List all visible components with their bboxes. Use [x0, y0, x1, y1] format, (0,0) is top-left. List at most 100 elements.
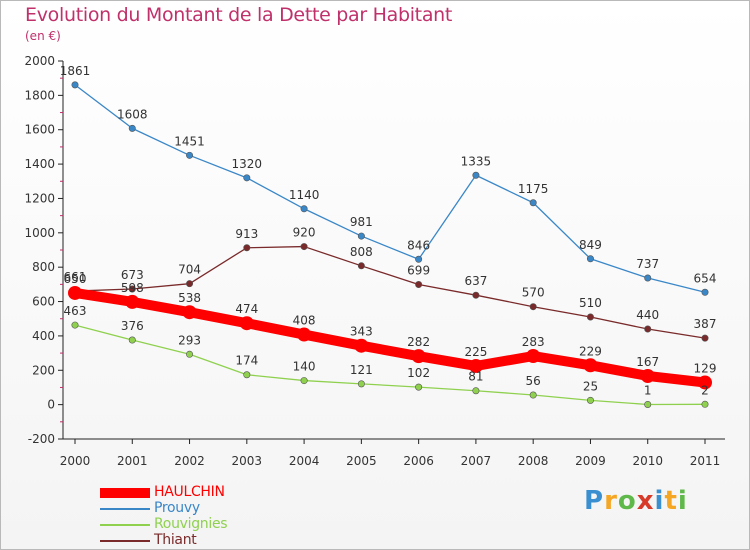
thiant-data-label: 920 — [293, 226, 316, 240]
rouvignies-point — [186, 350, 194, 358]
y-tick-label: 2000 — [24, 54, 55, 68]
haulchin-point — [411, 349, 426, 364]
y-tick-label: 1200 — [24, 191, 55, 205]
legend-label-thiant: Thiant — [154, 532, 197, 548]
thiant-point — [644, 325, 652, 333]
logo-letter: r — [604, 486, 618, 516]
thiant-point — [243, 244, 251, 252]
rouvignies-data-label: 102 — [407, 366, 430, 380]
rouvignies-point — [415, 383, 423, 391]
prouvy-data-label: 1335 — [461, 154, 492, 168]
y-tick-label: 800 — [32, 260, 55, 274]
x-tick-label: 2006 — [403, 454, 434, 468]
logo-letter: o — [617, 486, 637, 516]
prouvy-point — [586, 255, 594, 263]
rouvignies-data-label: 1 — [644, 383, 652, 397]
logo-letter: i — [654, 486, 665, 516]
prouvy-point — [701, 288, 709, 296]
haulchin-data-label: 229 — [579, 344, 602, 358]
prouvy-data-label: 1861 — [60, 64, 91, 78]
prouvy-data-label: 846 — [407, 238, 430, 252]
haulchin-data-label: 650 — [64, 272, 87, 286]
x-tick-label: 2003 — [232, 454, 263, 468]
y-tick-label: 600 — [32, 295, 55, 309]
y-tick-label: 1400 — [24, 157, 55, 171]
haulchin-data-label: 598 — [121, 281, 144, 295]
thiant-point — [128, 285, 136, 293]
haulchin-point — [239, 316, 254, 331]
rouvignies-data-label: 376 — [121, 319, 144, 333]
y-tick-label: 400 — [32, 329, 55, 343]
legend-item-thiant: Thiant — [100, 532, 300, 548]
y-tick-label: 0 — [47, 398, 55, 412]
prouvy-point — [472, 171, 480, 179]
haulchin-point — [182, 305, 197, 320]
thiant-point — [701, 334, 709, 342]
thiant-point — [186, 280, 194, 288]
y-tick-label: 1000 — [24, 226, 55, 240]
rouvignies-point — [243, 371, 251, 379]
legend-swatch-thiant — [100, 540, 150, 542]
thiant-data-label: 913 — [235, 227, 258, 241]
haulchin-data-label: 408 — [293, 314, 316, 328]
prouvy-line — [74, 84, 706, 293]
thiant-data-label: 570 — [522, 286, 545, 300]
legend-item-rouvignies: Rouvignies — [100, 516, 300, 532]
rouvignies-point — [529, 391, 537, 399]
rouvignies-data-label: 121 — [350, 363, 373, 377]
prouvy-point — [529, 199, 537, 207]
haulchin-data-label: 283 — [522, 335, 545, 349]
x-tick-label: 2004 — [289, 454, 320, 468]
prouvy-data-label: 981 — [350, 215, 373, 229]
rouvignies-point — [644, 400, 652, 408]
prouvy-data-label: 1451 — [174, 134, 205, 148]
thiant-data-label: 673 — [121, 268, 144, 282]
rouvignies-point — [357, 380, 365, 388]
prouvy-point — [243, 174, 251, 182]
haulchin-point — [526, 349, 541, 364]
x-tick-label: 2005 — [346, 454, 377, 468]
rouvignies-data-label: 56 — [526, 374, 541, 388]
rouvignies-point — [472, 387, 480, 395]
haulchin-data-label: 282 — [407, 335, 430, 349]
prouvy-point — [300, 205, 308, 213]
thiant-line — [74, 245, 706, 339]
y-tick-label: -200 — [28, 432, 55, 446]
rouvignies-data-label: 25 — [583, 379, 598, 393]
thiant-data-label: 661 — [64, 270, 87, 284]
prouvy-point — [128, 124, 136, 132]
x-tick-label: 2008 — [518, 454, 549, 468]
legend: HAULCHIN Prouvy Rouvignies Thiant — [100, 484, 300, 548]
x-tick-label: 2007 — [461, 454, 492, 468]
rouvignies-data-label: 293 — [178, 333, 201, 347]
rouvignies-point — [701, 400, 709, 408]
thiant-data-label: 510 — [579, 296, 602, 310]
haulchin-data-label: 225 — [464, 345, 487, 359]
rouvignies-point — [586, 396, 594, 404]
thiant-point — [415, 281, 423, 289]
axes: -200 0 200 400 600 800 1000 1200 1400 1600 1800 200… — [24, 54, 725, 468]
haulchin-data-label: 343 — [350, 325, 373, 339]
logo-letter: i — [677, 486, 688, 516]
rouvignies-data-label: 81 — [468, 370, 483, 384]
x-tick-label: 2011 — [690, 454, 721, 468]
series-lines — [68, 81, 712, 408]
x-tick-label: 2001 — [117, 454, 148, 468]
haulchin-point — [698, 375, 712, 390]
prouvy-point — [415, 255, 423, 263]
prouvy-point — [644, 274, 652, 282]
proxiti-logo: Proxiti — [584, 486, 688, 516]
prouvy-data-label: 1320 — [232, 157, 263, 171]
chart-subtitle: (en €) — [25, 29, 61, 43]
prouvy-data-label: 849 — [579, 238, 602, 252]
y-tick-label: 200 — [32, 363, 55, 377]
rouvignies-data-label: 140 — [293, 360, 316, 374]
logo-letter: x — [636, 486, 655, 516]
legend-label-prouvy: Prouvy — [154, 500, 200, 516]
y-tick-label: 1800 — [24, 88, 55, 102]
thiant-data-label: 704 — [178, 263, 201, 277]
haulchin-data-label: 474 — [235, 302, 258, 316]
legend-item-prouvy: Prouvy — [100, 500, 300, 516]
x-tick-label: 2000 — [60, 454, 91, 468]
